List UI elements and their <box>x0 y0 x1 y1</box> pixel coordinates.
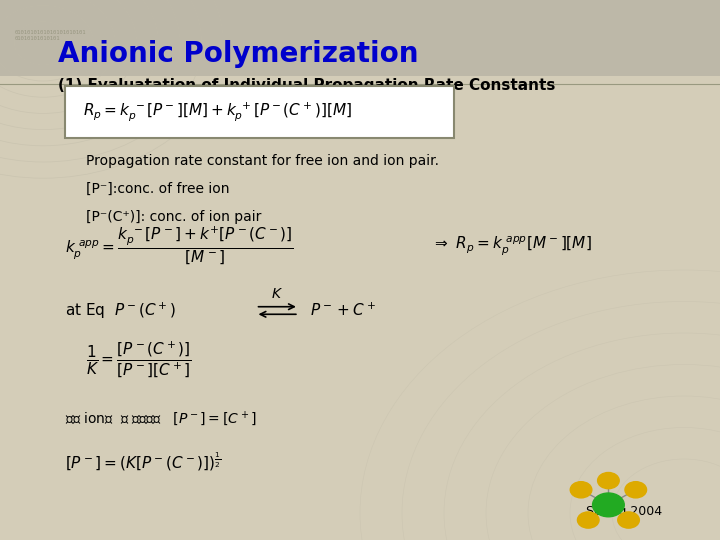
FancyBboxPatch shape <box>0 0 720 76</box>
Circle shape <box>593 493 624 517</box>
Circle shape <box>598 472 619 489</box>
Text: 0101010101010101010101
01010101010101: 0101010101010101010101 01010101010101 <box>14 30 86 40</box>
Text: $R_p = k_p^{\ -}[P^-][M]+k_p^{\ +}[P^-(C^+)][M]$: $R_p = k_p^{\ -}[P^-][M]+k_p^{\ +}[P^-(C… <box>83 100 352 124</box>
Circle shape <box>570 482 592 498</box>
Text: $K$: $K$ <box>271 287 283 301</box>
Text: $k_p^{\ app} = \dfrac{k_p^{\ -}[P^-]+k^{+}[P^-(C^-)]}{[M^-]}$: $k_p^{\ app} = \dfrac{k_p^{\ -}[P^-]+k^{… <box>65 225 294 267</box>
Text: Spring 2004: Spring 2004 <box>586 505 662 518</box>
Circle shape <box>618 512 639 528</box>
Text: (1) Evaluatation of Individual Propagation Rate Constants: (1) Evaluatation of Individual Propagati… <box>58 78 555 93</box>
Text: Propagation rate constant for free ion and ion pair.: Propagation rate constant for free ion a… <box>86 154 439 168</box>
Text: 만약 ion을  더 첨가하면   $[P^-]=[C^+]$: 만약 ion을 더 첨가하면 $[P^-]=[C^+]$ <box>65 409 257 428</box>
Circle shape <box>625 482 647 498</box>
Text: $[P^-] = (K[P^-(C^-)])^{\frac{1}{2}}$: $[P^-] = (K[P^-(C^-)])^{\frac{1}{2}}$ <box>65 450 221 473</box>
Text: $\dfrac{1}{K} = \dfrac{[P^-(C^+)]}{[P^-][C^+]}$: $\dfrac{1}{K} = \dfrac{[P^-(C^+)]}{[P^-]… <box>86 339 192 379</box>
FancyBboxPatch shape <box>65 86 454 138</box>
Text: $\Rightarrow\ R_p = k_p^{\ app}[M^-][M]$: $\Rightarrow\ R_p = k_p^{\ app}[M^-][M]$ <box>432 234 592 257</box>
Text: $P^- + C^+$: $P^- + C^+$ <box>310 302 376 319</box>
Text: [P⁻(C⁺)]: conc. of ion pair: [P⁻(C⁺)]: conc. of ion pair <box>86 210 262 224</box>
Text: at Eq  $P^-(C^+)$: at Eq $P^-(C^+)$ <box>65 300 176 321</box>
Text: [P⁻]:conc. of free ion: [P⁻]:conc. of free ion <box>86 182 230 196</box>
Circle shape <box>577 512 599 528</box>
Text: Anionic Polymerization: Anionic Polymerization <box>58 40 418 69</box>
